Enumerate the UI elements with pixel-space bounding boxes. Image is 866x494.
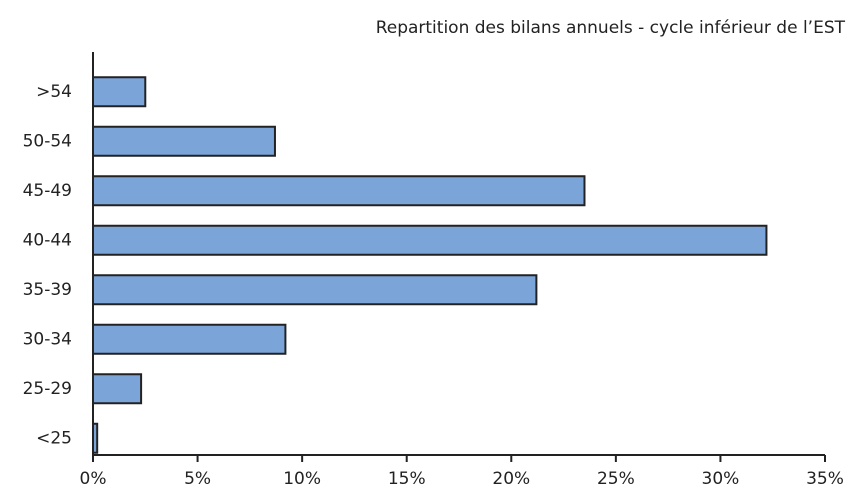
chart-title: Repartition des bilans annuels - cycle i… xyxy=(376,18,846,38)
bar xyxy=(92,373,143,405)
x-tick-label: 10% xyxy=(283,469,321,489)
x-tick-label: 30% xyxy=(702,469,740,489)
x-tick-label: 35% xyxy=(806,469,844,489)
bar xyxy=(92,175,586,207)
x-tick-label: 0% xyxy=(80,469,107,489)
x-tick-label: 25% xyxy=(597,469,635,489)
y-tick-label: <25 xyxy=(36,428,72,448)
y-tick-label: >54 xyxy=(36,82,72,102)
y-tick-label: 25-29 xyxy=(23,379,72,399)
bar xyxy=(92,125,276,157)
bar xyxy=(92,422,99,454)
bar xyxy=(92,76,147,108)
x-tick-label: 20% xyxy=(492,469,530,489)
bar xyxy=(92,323,287,355)
y-tick-label: 35-39 xyxy=(23,280,72,300)
y-tick-label: 30-34 xyxy=(23,329,72,349)
y-tick-label: 40-44 xyxy=(23,230,72,250)
x-tick-label: 5% xyxy=(184,469,211,489)
bar xyxy=(92,224,768,256)
x-tick-label: 15% xyxy=(388,469,426,489)
y-tick-label: 50-54 xyxy=(23,131,72,151)
y-tick-label: 45-49 xyxy=(23,181,72,201)
bar xyxy=(92,274,538,306)
